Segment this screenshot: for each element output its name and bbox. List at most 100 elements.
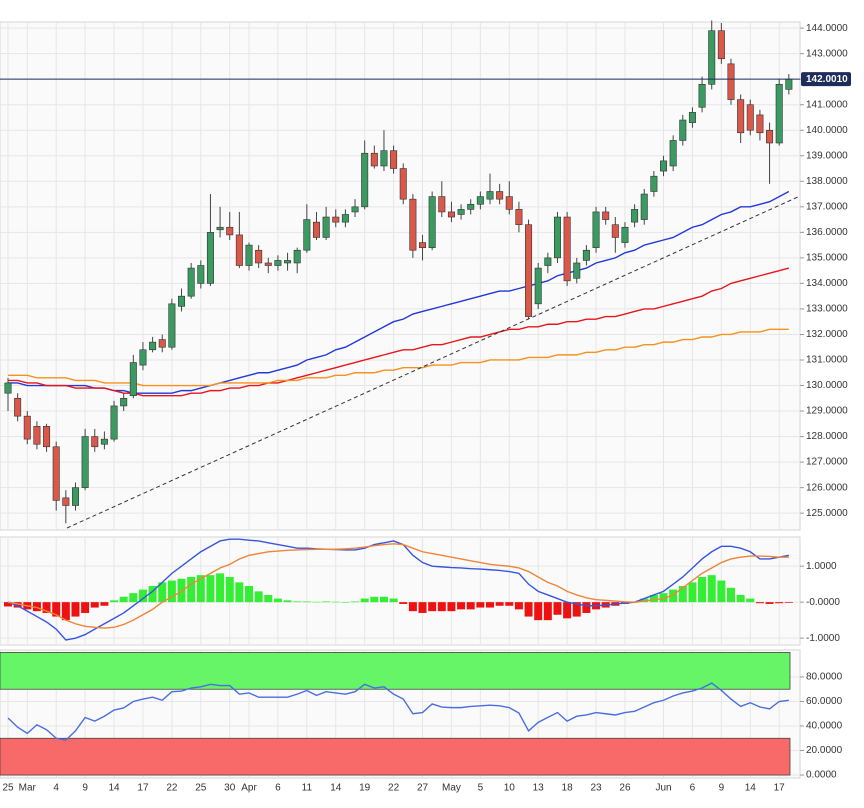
candle-body: [33, 426, 41, 445]
histogram-bar: [177, 578, 186, 603]
histogram-bar: [543, 602, 552, 621]
histogram-bar: [13, 602, 22, 608]
histogram-bar: [52, 602, 61, 617]
candle-body: [341, 214, 349, 223]
histogram-bar: [206, 575, 215, 603]
line: [8, 328, 789, 387]
y-tick-label: 80.0000: [806, 672, 843, 683]
x-tick-label: Mar: [19, 783, 37, 794]
candle-body: [264, 262, 272, 266]
candle-body: [110, 405, 118, 440]
candle-body: [197, 265, 205, 284]
histogram-bar: [505, 602, 514, 606]
candle-body: [149, 341, 157, 351]
histogram-bar: [90, 602, 99, 608]
y-tick-label: 128.0000: [806, 431, 848, 442]
histogram-bar: [563, 602, 572, 619]
x-tick-label: 9: [82, 783, 88, 794]
x-tick-label: 19: [359, 783, 371, 794]
y-tick-label: 134.0000: [806, 278, 848, 289]
histogram-bar: [119, 596, 128, 603]
histogram-bar: [765, 602, 774, 604]
candle-body: [43, 426, 51, 448]
y-tick-label: 126.0000: [806, 482, 848, 493]
x-tick-label: Apr: [241, 783, 257, 794]
candle-body: [447, 211, 455, 218]
histogram-bar: [755, 602, 764, 604]
y-tick-label: 132.0000: [806, 329, 848, 340]
candle-body: [746, 104, 754, 131]
line: [7, 682, 789, 741]
y-tick-label: 137.0000: [806, 201, 848, 212]
x-tick-label: 23: [590, 783, 602, 794]
candle-body: [573, 262, 581, 279]
histogram-bar: [717, 580, 726, 603]
histogram-bar: [148, 585, 157, 603]
x-tick-label: 6: [690, 783, 696, 794]
histogram-bar: [100, 602, 109, 606]
candle-body: [611, 224, 619, 238]
histogram-bar: [32, 602, 41, 612]
candle-body: [621, 226, 629, 243]
candle-body: [438, 196, 446, 213]
x-tick-label: 14: [108, 783, 120, 794]
histogram-bar: [428, 602, 437, 612]
candle-body: [669, 140, 677, 167]
histogram-bar: [408, 602, 417, 612]
y-tick-label: 138.0000: [806, 176, 848, 187]
histogram-bar: [158, 582, 167, 603]
x-tick-label: 13: [533, 783, 545, 794]
histogram-bar: [466, 602, 475, 610]
x-tick-label: 6: [275, 783, 281, 794]
candle-body: [245, 244, 253, 266]
y-tick-label: 130.0000: [806, 380, 848, 391]
histogram-bar: [495, 602, 504, 606]
candle-body: [727, 63, 735, 100]
candle-body: [100, 438, 108, 445]
x-tick-label: 5: [478, 783, 484, 794]
histogram-bar: [42, 602, 51, 613]
x-tick-label: 17: [774, 783, 786, 794]
candle-body: [235, 234, 243, 266]
rsi-zone: [0, 737, 791, 776]
rsi-zone: [0, 652, 791, 690]
y-tick-label: 125.0000: [806, 508, 848, 519]
histogram-bar: [572, 602, 581, 617]
candle-body: [312, 221, 320, 238]
candle-body: [708, 30, 716, 85]
histogram-bar: [196, 575, 205, 603]
y-tick-label: 60.0000: [806, 696, 843, 707]
histogram-bar: [167, 580, 176, 603]
y-tick-label: 131.0000: [806, 355, 848, 366]
histogram-bar: [138, 589, 147, 603]
candle-body: [679, 119, 687, 141]
histogram-bar: [71, 602, 80, 617]
candle-body: [640, 193, 648, 220]
candle-body: [52, 446, 60, 501]
y-tick-label: 40.0000: [806, 721, 843, 732]
candle-body: [332, 216, 340, 223]
candle-body: [178, 295, 186, 307]
histogram-bar: [736, 594, 745, 603]
x-tick-label: 14: [745, 783, 757, 794]
y-tick-label: 143.0000: [806, 48, 848, 59]
histogram-bar: [524, 602, 533, 617]
candle-body: [515, 209, 523, 225]
x-tick-label: 10: [504, 783, 516, 794]
candle-body: [187, 267, 195, 297]
candle-body: [71, 487, 79, 506]
last-price-tag: [801, 72, 851, 87]
histogram-bar: [370, 596, 379, 603]
histogram-bar: [457, 602, 466, 610]
candle-body: [399, 168, 407, 200]
x-tick-label: 17: [137, 783, 149, 794]
candle-body: [255, 249, 263, 264]
histogram-bar: [707, 575, 716, 603]
histogram-bar: [360, 598, 369, 603]
candle-body: [293, 249, 301, 264]
x-tick-label: 25: [2, 783, 14, 794]
candle-body: [756, 114, 764, 134]
candle-body: [766, 129, 774, 144]
y-tick-label: 133.0000: [806, 304, 848, 315]
